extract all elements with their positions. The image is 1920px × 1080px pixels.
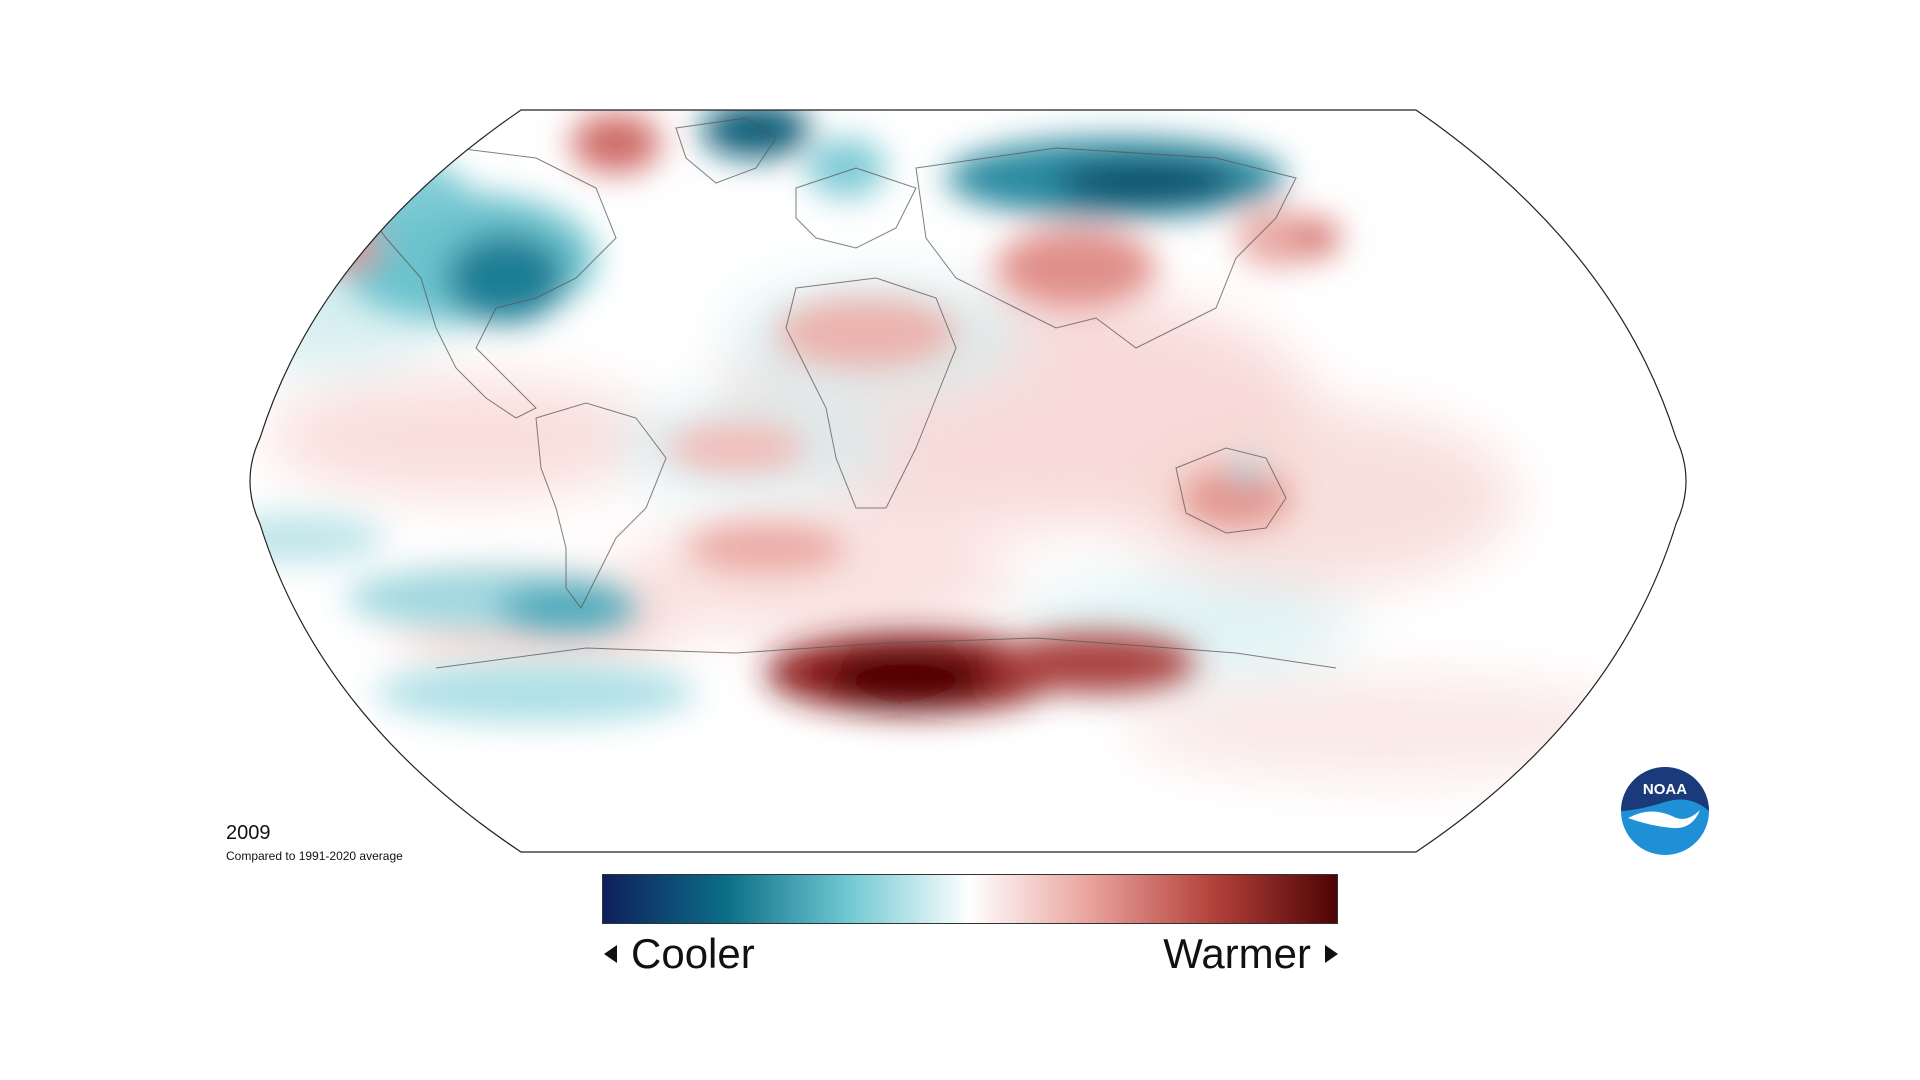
noaa-logo-top (1621, 767, 1709, 811)
anomaly-colorbar (602, 874, 1338, 924)
noaa-logo-text: NOAA (1643, 781, 1687, 798)
baseline-label: Compared to 1991-2020 average (226, 849, 403, 863)
legend-cooler: Cooler (604, 930, 755, 978)
year-label: 2009 (226, 822, 271, 844)
legend-warmer: Warmer (1163, 930, 1338, 978)
noaa-logo: NOAA (1621, 767, 1709, 855)
arrow-left-icon (604, 945, 617, 963)
globe-border (249, 109, 1687, 853)
warmer-label: Warmer (1163, 930, 1311, 977)
temperature-anomaly-map (236, 108, 1700, 854)
noaa-logo-wave (1628, 810, 1700, 829)
anomaly-field (250, 110, 1686, 852)
arrow-right-icon (1325, 945, 1338, 963)
world-map-svg (249, 109, 1687, 853)
cooler-label: Cooler (631, 930, 755, 977)
continent-outlines (355, 117, 1337, 669)
